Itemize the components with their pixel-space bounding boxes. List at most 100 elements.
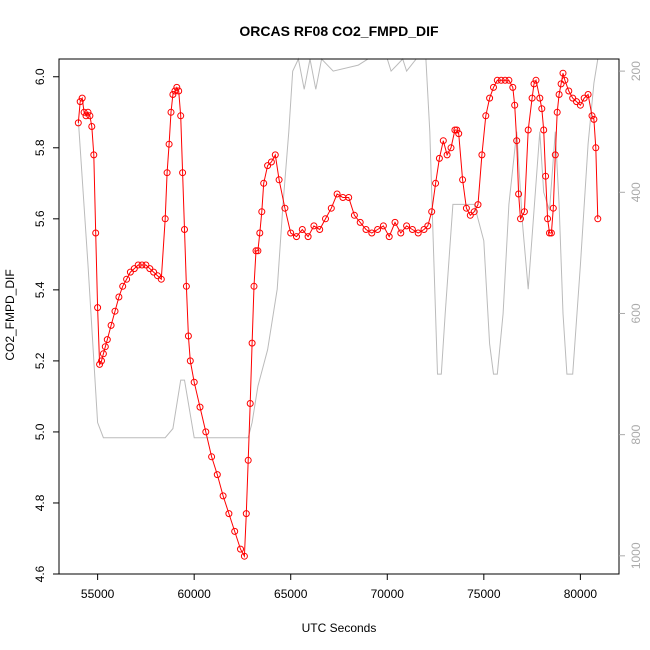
data-point [424,222,432,230]
data-point [453,126,461,134]
data-point [345,194,353,201]
data-point [99,350,107,358]
x-tick-label: 80000 [564,587,598,601]
data-series-layer [74,69,602,560]
data-point [107,321,115,329]
data-point [190,378,198,386]
data-point [231,527,239,535]
data-point [167,108,175,116]
data-point [511,101,519,109]
data-point [177,112,185,120]
data-point [175,87,183,95]
data-point [213,471,221,479]
data-point [298,226,306,233]
data-point [408,226,416,233]
data-point [142,261,150,269]
data-point [103,336,111,344]
data-point [590,115,598,123]
data-point [520,208,528,216]
data-point [576,101,584,109]
data-point [374,226,382,233]
right-y-tick-label: 1000 [629,542,643,569]
data-point [242,510,250,518]
data-point [455,130,463,138]
data-point [559,69,567,77]
data-point [157,275,165,283]
x-tick-label: 55000 [81,587,115,601]
data-point [420,226,428,233]
data-point [240,552,248,560]
data-point [271,151,279,159]
data-point [115,293,123,301]
data-point [173,83,181,91]
data-point [126,268,134,276]
data-point [439,137,447,145]
data-point [123,275,131,283]
data-point [466,211,474,219]
data-point [134,261,142,269]
data-point [443,151,451,159]
data-point [493,76,501,84]
data-point [154,272,161,280]
data-point [119,282,127,290]
data-point [509,83,517,91]
data-point [551,151,559,159]
data-point [379,222,387,230]
data-point [186,357,194,365]
data-point [403,222,411,230]
data-point [580,94,588,102]
data-point [385,233,393,241]
data-point [451,126,459,134]
data-point [350,211,358,219]
data-point [94,304,102,312]
data-point [397,229,405,237]
data-point [530,80,538,88]
data-point [84,108,92,116]
data-point [101,343,109,351]
data-point [368,229,376,237]
x-axis-label: UTC Seconds [302,621,377,635]
data-point [225,510,233,518]
y-tick-label: 4.6 [33,565,47,582]
data-point [532,76,540,84]
data-point [254,247,262,255]
data-point [515,190,523,198]
data-point [169,91,177,98]
data-point [130,265,138,273]
data-point [208,453,216,461]
data-point [219,492,227,500]
data-point [96,360,104,368]
data-point [275,176,283,184]
y-axis: 4.6 4.8 5.0 5.2 5.4 5.6 5.8 6.0 [33,68,59,582]
data-point [202,428,210,436]
data-point [557,80,565,88]
x-axis: 55000 60000 65000 70000 75000 80000 [81,574,597,601]
data-point [432,179,440,187]
plot-frame [58,58,620,575]
data-point [88,123,96,130]
data-point [322,215,329,223]
data-point [546,229,553,237]
right-y-tick-label: 800 [629,424,643,444]
x-tick-label: 65000 [274,587,308,601]
data-point [256,229,264,237]
data-point [547,229,555,237]
data-point [561,76,569,84]
data-point [181,226,188,233]
y-tick-label: 5.6 [33,210,47,227]
data-point [304,233,312,241]
data-point [78,94,86,102]
data-point [428,208,436,216]
y-tick-label: 6.0 [33,68,47,85]
x-tick-label: 70000 [371,587,405,601]
data-point [513,137,521,145]
x-tick-label: 60000 [177,587,211,601]
y-tick-label: 5.2 [33,352,47,369]
data-point [80,108,88,116]
data-point [584,91,592,98]
data-point [179,169,187,177]
chart-title: ORCAS RF08 CO2_FMPD_DIF [239,23,439,39]
data-point [588,112,596,120]
data-point [459,176,467,184]
right-y-tick-label: 400 [629,182,643,202]
